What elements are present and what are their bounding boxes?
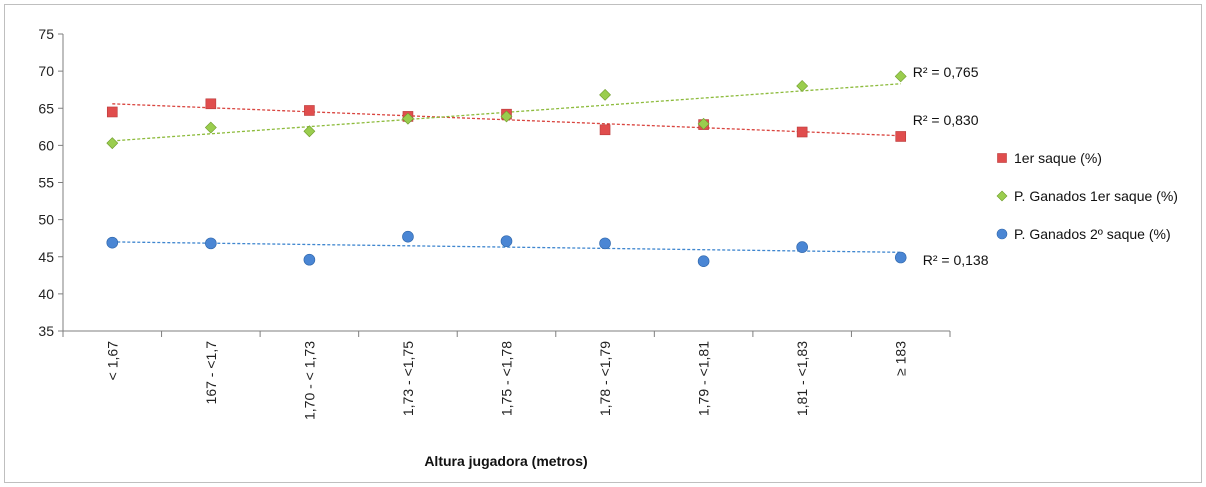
legend-label: P. Ganados 1er saque (%)	[1014, 188, 1178, 204]
point-ganados-1er-saque	[204, 121, 217, 134]
point-ganados-2o-saque	[796, 241, 808, 253]
legend-marker	[996, 228, 1008, 240]
y-tick-label: 50	[38, 212, 54, 228]
point-ganados-1er-saque	[106, 137, 119, 150]
point-ganados-2o-saque	[303, 253, 316, 266]
point-1er-saque	[106, 106, 118, 118]
x-tick-label: ≥ 183	[893, 341, 909, 376]
x-tick-labels: < 1,67 167 - <1,7 1,70 - < 1,73 1,73 - <1,7…	[62, 331, 951, 420]
point-1er-saque	[205, 98, 217, 110]
point-1er-saque	[599, 124, 611, 136]
point-ganados-1er-saque	[303, 125, 316, 138]
y-tick-label: 40	[38, 286, 54, 302]
y-tick-label: 65	[38, 100, 54, 116]
legend: 1er saque (%) P. Ganados 1er saque (%) P. …	[996, 150, 1178, 242]
x-tick-label: 1,75 - <1,78	[499, 341, 515, 416]
r2-label: R² = 0,765	[913, 64, 979, 80]
point-ganados-2o-saque	[599, 237, 611, 250]
r2-labels: R² = 0,830 R² = 0,765 R² = 0,138	[913, 64, 989, 268]
x-axis-label: Altura jugadora (metros)	[424, 453, 587, 469]
trend-line-0	[112, 103, 901, 137]
x-tick-label: 1,70 - < 1,73	[301, 341, 317, 420]
point-ganados-1er-saque	[894, 70, 907, 83]
legend-label: 1er saque (%)	[1014, 150, 1102, 166]
point-ganados-1er-saque	[697, 117, 710, 130]
y-tick-label: 70	[38, 63, 54, 79]
x-tick-label: 1,79 - <1,81	[696, 341, 712, 416]
axes	[62, 34, 950, 332]
legend-marker	[997, 153, 1007, 163]
x-tick-label: 1,73 - <1,75	[400, 341, 416, 416]
point-ganados-1er-saque	[500, 110, 513, 123]
x-tick-label: 1,81 - <1,83	[794, 341, 810, 416]
y-tick-label: 55	[38, 175, 54, 191]
point-ganados-1er-saque	[599, 88, 611, 101]
legend-marker	[996, 190, 1008, 202]
point-ganados-2o-saque	[500, 235, 513, 247]
point-ganados-2o-saque	[205, 237, 217, 250]
point-1er-saque	[796, 126, 808, 138]
x-tick-label: < 1,67	[104, 341, 120, 381]
y-tick-label: 75	[38, 26, 54, 42]
y-tick-label: 45	[38, 249, 54, 265]
point-ganados-2o-saque	[402, 230, 414, 243]
y-tick-label: 60	[38, 137, 54, 153]
point-ganados-1er-saque	[402, 112, 414, 125]
y-tick-label: 35	[38, 323, 54, 339]
r2-label: R² = 0,830	[913, 112, 979, 128]
point-ganados-2o-saque	[894, 251, 907, 264]
point-ganados-2o-saque	[106, 236, 119, 249]
point-ganados-2o-saque	[697, 255, 710, 268]
point-1er-saque	[895, 131, 907, 142]
point-ganados-1er-saque	[796, 80, 809, 92]
point-1er-saque	[304, 105, 315, 116]
data-points	[106, 70, 907, 268]
r2-label: R² = 0,138	[923, 252, 989, 268]
trend-line-2	[112, 241, 901, 253]
x-tick-label: 1,78 - <1,79	[597, 341, 613, 416]
y-tick-labels: 35 40 45 50 55 60 65 70 75	[38, 26, 63, 339]
x-tick-label: 167 - <1,7	[203, 341, 219, 405]
legend-label: P. Ganados 2º saque (%)	[1014, 226, 1171, 242]
